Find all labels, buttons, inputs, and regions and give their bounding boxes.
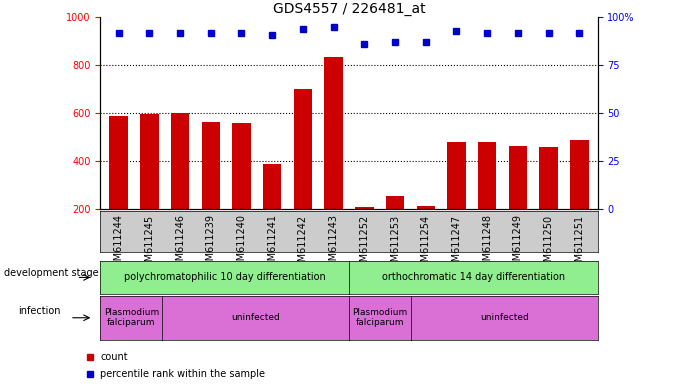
Bar — [355, 207, 374, 257]
Text: GSM611250: GSM611250 — [544, 214, 553, 273]
Text: GSM611241: GSM611241 — [267, 214, 277, 273]
Bar — [478, 142, 496, 257]
Text: GSM611248: GSM611248 — [482, 214, 492, 273]
Text: orthochromatic 14 day differentiation: orthochromatic 14 day differentiation — [381, 272, 565, 283]
Text: uninfected: uninfected — [231, 313, 280, 322]
Title: GDS4557 / 226481_at: GDS4557 / 226481_at — [273, 2, 425, 16]
Bar — [171, 113, 189, 257]
Text: uninfected: uninfected — [480, 313, 529, 322]
Bar — [386, 196, 404, 257]
Bar — [294, 89, 312, 257]
Bar — [232, 123, 251, 257]
Bar — [202, 122, 220, 257]
Bar — [263, 164, 281, 257]
Text: GSM611252: GSM611252 — [359, 214, 369, 274]
Text: development stage: development stage — [4, 268, 99, 278]
Text: polychromatophilic 10 day differentiation: polychromatophilic 10 day differentiatio… — [124, 272, 325, 283]
Text: GSM611247: GSM611247 — [451, 214, 462, 273]
Text: Plasmodium
falciparum: Plasmodium falciparum — [352, 308, 408, 328]
Bar — [540, 147, 558, 257]
Text: GSM611243: GSM611243 — [329, 214, 339, 273]
Text: GSM611245: GSM611245 — [144, 214, 154, 273]
Bar — [509, 146, 527, 257]
Text: count: count — [100, 352, 128, 362]
Bar — [109, 116, 128, 257]
Text: GSM611246: GSM611246 — [175, 214, 185, 273]
Bar — [570, 140, 589, 257]
Bar — [324, 57, 343, 257]
Text: GSM611239: GSM611239 — [206, 214, 216, 273]
Text: GSM611253: GSM611253 — [390, 214, 400, 273]
Text: infection: infection — [18, 306, 60, 316]
Text: GSM611254: GSM611254 — [421, 214, 430, 273]
Text: GSM611249: GSM611249 — [513, 214, 523, 273]
Text: percentile rank within the sample: percentile rank within the sample — [100, 369, 265, 379]
Text: GSM611251: GSM611251 — [574, 214, 585, 273]
Bar — [447, 142, 466, 257]
Bar — [140, 114, 158, 257]
Text: GSM611240: GSM611240 — [236, 214, 247, 273]
Text: Plasmodium
falciparum: Plasmodium falciparum — [104, 308, 159, 328]
Text: GSM611244: GSM611244 — [113, 214, 124, 273]
Text: GSM611242: GSM611242 — [298, 214, 308, 273]
Bar — [417, 206, 435, 257]
